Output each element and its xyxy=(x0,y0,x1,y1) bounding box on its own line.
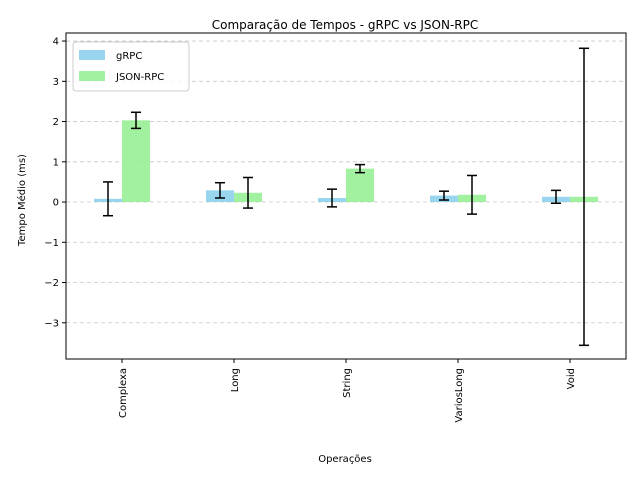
x-tick-label: Long xyxy=(230,368,241,392)
legend-box xyxy=(72,41,190,92)
legend-swatch-grpc xyxy=(79,50,105,60)
y-tick-label: 1 xyxy=(53,157,59,168)
x-tick-label: String xyxy=(342,368,353,398)
x-tick-label: Void xyxy=(566,368,577,389)
y-tick-label: 2 xyxy=(53,117,59,128)
legend-swatch-json-rpc xyxy=(79,71,105,81)
x-tick-label: VariosLong xyxy=(454,368,465,423)
error-bars xyxy=(103,47,589,347)
y-tick-label: 3 xyxy=(53,77,59,88)
bar-json-rpc-complexa xyxy=(122,120,150,203)
y-axis: 4 3 2 1 0 −1 −2 −3 xyxy=(44,37,66,329)
y-axis-label: Tempo Médio (ms) xyxy=(16,154,28,247)
legend: gRPC JSON-RPC xyxy=(72,41,190,92)
y-tick-label: −1 xyxy=(44,238,59,249)
y-tick-label: 0 xyxy=(53,198,59,209)
y-tick-label: −2 xyxy=(44,278,59,289)
chart-title: Comparação de Tempos - gRPC vs JSON-RPC xyxy=(212,18,479,32)
legend-label-grpc: gRPC xyxy=(116,51,142,62)
y-tick-label: −3 xyxy=(44,318,59,329)
x-axis-label: Operações xyxy=(318,454,372,465)
y-tick-label: 4 xyxy=(53,37,59,48)
x-axis: Complexa Long String VariosLong Void xyxy=(118,359,577,423)
x-tick-label: Complexa xyxy=(118,368,129,418)
legend-label-json-rpc: JSON-RPC xyxy=(115,72,164,83)
bar-json-rpc-string xyxy=(346,168,374,203)
